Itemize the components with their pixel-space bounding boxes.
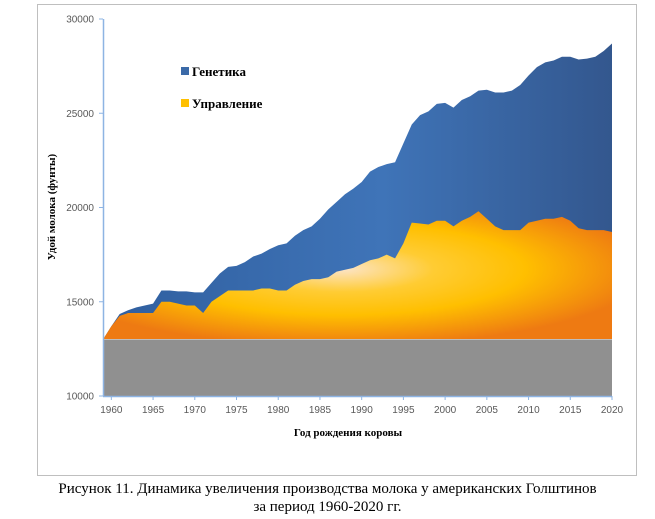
legend-genetics-label: Генетика — [192, 64, 246, 79]
y-tick-label: 25000 — [66, 109, 94, 120]
x-tick-label: 2015 — [559, 405, 582, 416]
y-tick-label: 10000 — [66, 392, 94, 403]
x-tick-label: 1970 — [184, 405, 207, 416]
milk-yield-chart: 10000 15000 20000 25000 30000 1960 1965 1970 197… — [46, 15, 624, 440]
x-tick-label: 1995 — [392, 405, 415, 416]
figure-caption: Рисунок 11. Динамика увеличения производ… — [0, 480, 655, 516]
area-management — [103, 211, 612, 340]
area-base — [103, 339, 612, 396]
x-tick-label: 1980 — [267, 405, 290, 416]
x-tick-label: 2005 — [476, 405, 499, 416]
x-tick-label: 1965 — [142, 405, 165, 416]
x-tick-label: 1960 — [100, 405, 123, 416]
y-tick-label: 15000 — [66, 297, 94, 308]
caption-line-1: Рисунок 11. Динамика увеличения производ… — [58, 481, 597, 497]
x-tick-label: 1990 — [351, 405, 374, 416]
legend-genetics-swatch — [181, 67, 189, 75]
y-tick-label: 20000 — [66, 203, 94, 214]
caption-line-2: за период 1960-2020 гг. — [253, 499, 402, 515]
x-tick-label: 2010 — [517, 405, 540, 416]
legend-management-swatch — [181, 99, 189, 107]
x-tick-label: 2000 — [434, 405, 457, 416]
x-tick-label: 2020 — [601, 405, 624, 416]
legend-management-label: Управление — [192, 96, 263, 111]
x-tick-label: 1975 — [225, 405, 248, 416]
x-axis-title: Год рождения коровы — [294, 427, 403, 439]
y-axis-title: Удой молока (фунты) — [46, 153, 58, 260]
x-tick-label: 1985 — [309, 405, 332, 416]
y-tick-label: 30000 — [66, 15, 94, 26]
